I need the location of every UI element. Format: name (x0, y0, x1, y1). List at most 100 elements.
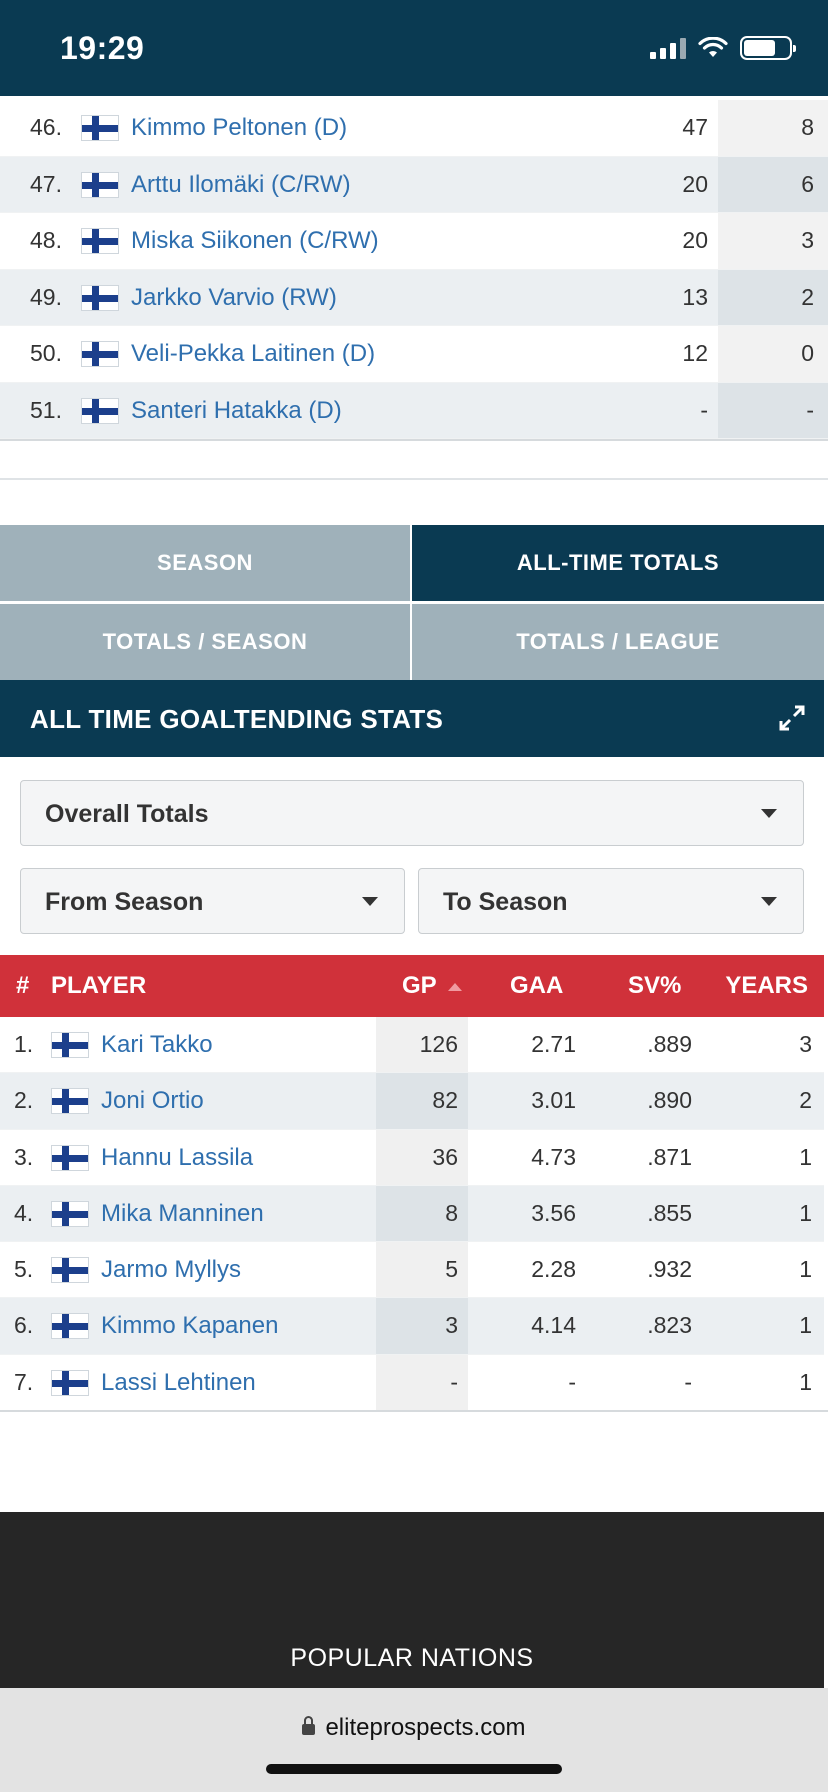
gp-value: 20 (682, 170, 708, 197)
overall-totals-select[interactable]: Overall Totals (20, 780, 804, 846)
wifi-icon (698, 37, 728, 57)
gp-value: 36 (432, 1143, 458, 1170)
table-row: 7. Lassi Lehtinen - - - 1 (0, 1354, 824, 1412)
finland-flag-icon (81, 228, 119, 254)
player-link[interactable]: Mika Manninen (101, 1199, 264, 1227)
table-row: 4. Mika Manninen 8 3.56 .855 1 (0, 1185, 824, 1243)
table-row: 50. Veli-Pekka Laitinen (D) 12 0 (0, 326, 828, 383)
sorted-column-cell (376, 1354, 468, 1411)
finland-flag-icon (51, 1200, 89, 1227)
select-value: To Season (443, 888, 568, 916)
lock-icon (302, 1716, 316, 1735)
gaa-value: 3.56 (531, 1199, 576, 1226)
section-header: ALL TIME GOALTENDING STATS (0, 680, 824, 757)
table-row: 46. Kimmo Peltonen (D) 47 8 (0, 100, 828, 157)
sorted-column-cell (376, 1298, 468, 1354)
browser-address-bar[interactable]: eliteprospects.com (0, 1688, 828, 1792)
player-link[interactable]: Hannu Lassila (101, 1143, 254, 1171)
header-sv[interactable]: SV% (628, 972, 682, 999)
table-row: 51. Santeri Hatakka (D) - - (0, 382, 828, 439)
chevron-down-icon (761, 809, 777, 818)
gp-value: 8 (445, 1199, 458, 1226)
battery-icon (740, 36, 796, 60)
header-gaa[interactable]: GAA (510, 972, 564, 999)
gp-value: 126 (419, 1031, 458, 1057)
g-value: 8 (801, 114, 814, 140)
header-gp[interactable]: GP (402, 972, 437, 999)
player-link[interactable]: Jarkko Varvio (RW) (131, 283, 337, 311)
header-player[interactable]: PLAYER (51, 972, 147, 999)
to-season-select[interactable]: To Season (418, 868, 804, 934)
years-value: 1 (799, 1256, 812, 1283)
player-link[interactable]: Jarmo Myllys (101, 1256, 242, 1284)
sort-up-icon (448, 983, 462, 991)
player-link[interactable]: Veli-Pekka Laitinen (D) (131, 340, 376, 367)
g-value: 0 (801, 340, 814, 366)
gp-value: - (700, 396, 708, 423)
chevron-down-icon (362, 897, 378, 906)
expand-icon[interactable] (776, 702, 808, 734)
sorted-column-cell (376, 1129, 468, 1185)
player-link[interactable]: Arttu Ilomäki (C/RW) (131, 170, 351, 198)
sorted-column-cell (718, 213, 828, 269)
rank: 50. (30, 340, 62, 366)
rank: 7. (14, 1368, 34, 1395)
player-link[interactable]: Lassi Lehtinen (101, 1368, 256, 1396)
tab-season[interactable]: SEASON (0, 525, 410, 601)
tab-totals-league[interactable]: TOTALS / LEAGUE (412, 604, 824, 680)
table-row: 47. Arttu Ilomäki (C/RW) 20 6 (0, 156, 828, 213)
url-display[interactable]: eliteprospects.com (0, 1714, 828, 1742)
sorted-column-cell (376, 1073, 468, 1129)
rank: 6. (14, 1312, 34, 1339)
gp-value: 13 (682, 283, 708, 310)
gp-value: 20 (682, 227, 708, 253)
select-value: From Season (45, 888, 204, 916)
player-link[interactable]: Kimmo Kapanen (101, 1312, 279, 1340)
finland-flag-icon (81, 115, 119, 141)
sv-value: .823 (647, 1312, 692, 1339)
gaa-value: 4.14 (531, 1312, 576, 1339)
sorted-column-cell (718, 156, 828, 212)
gaa-value: - (568, 1368, 576, 1395)
player-link[interactable]: Miska Siikonen (C/RW) (131, 227, 379, 254)
years-value: 2 (799, 1087, 812, 1114)
gp-value: - (450, 1368, 458, 1395)
table-row: 3. Hannu Lassila 36 4.73 .871 1 (0, 1129, 824, 1186)
rank: 2. (14, 1087, 34, 1114)
stats-tabs: SEASON ALL-TIME TOTALS TOTALS / SEASON T… (0, 525, 828, 680)
from-season-select[interactable]: From Season (20, 868, 405, 934)
chevron-down-icon (761, 897, 777, 906)
gp-value: 12 (682, 340, 708, 366)
sv-value: .889 (647, 1031, 692, 1057)
finland-flag-icon (51, 1088, 89, 1115)
player-link[interactable]: Joni Ortio (101, 1087, 204, 1115)
rank: 47. (30, 170, 62, 197)
player-link[interactable]: Kimmo Peltonen (D) (131, 114, 348, 141)
select-value: Overall Totals (45, 800, 209, 828)
finland-flag-icon (81, 284, 119, 311)
player-link[interactable]: Kari Takko (101, 1031, 213, 1058)
header-rank: # (16, 972, 30, 999)
skater-stats-table: 46. Kimmo Peltonen (D) 47 8 47. Arttu Il… (0, 100, 828, 441)
sv-value: .871 (647, 1143, 692, 1170)
rank: 4. (14, 1199, 34, 1226)
home-indicator[interactable] (266, 1764, 562, 1774)
table-row: 6. Kimmo Kapanen 3 4.14 .823 1 (0, 1298, 824, 1355)
header-years[interactable]: YEARS (725, 972, 808, 999)
years-value: 1 (799, 1143, 812, 1170)
rank: 1. (14, 1031, 34, 1057)
sorted-column-cell (376, 1185, 468, 1242)
gp-value: 3 (445, 1312, 458, 1339)
gaa-value: 4.73 (531, 1143, 576, 1170)
finland-flag-icon (51, 1257, 89, 1284)
g-value: 3 (801, 227, 814, 253)
sorted-column-cell (718, 326, 828, 382)
player-link[interactable]: Santeri Hatakka (D) (131, 396, 342, 424)
rank: 46. (30, 114, 62, 140)
tab-totals-season[interactable]: TOTALS / SEASON (0, 604, 410, 680)
section-title: ALL TIME GOALTENDING STATS (30, 704, 444, 734)
sorted-column-cell (718, 269, 828, 325)
g-value: 6 (801, 170, 814, 197)
tab-all-time-totals[interactable]: ALL-TIME TOTALS (412, 525, 824, 601)
table-header: # PLAYER GP GAA SV% YEARS (0, 955, 824, 1017)
